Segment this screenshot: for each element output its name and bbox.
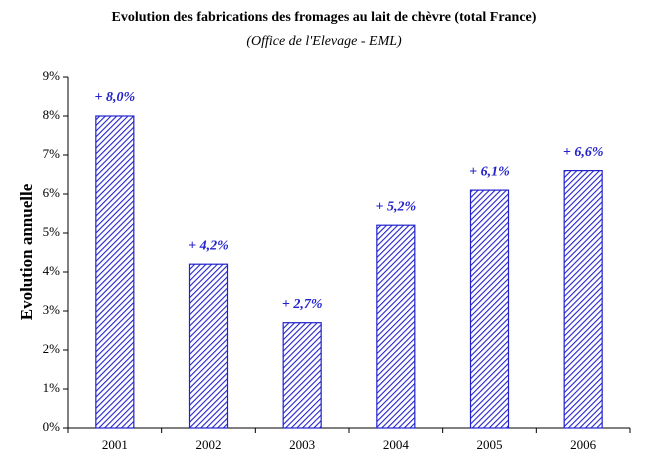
y-axis-label: Evolution annuelle bbox=[17, 183, 36, 320]
bar bbox=[95, 115, 135, 429]
bar bbox=[563, 170, 603, 429]
y-tick-label: 4% bbox=[43, 263, 61, 278]
chart-title: Evolution des fabrications des fromages … bbox=[112, 10, 537, 25]
value-label: + 6,1% bbox=[469, 164, 510, 179]
x-tick-label: 2005 bbox=[477, 437, 503, 452]
value-label: + 8,0% bbox=[95, 90, 136, 105]
y-tick-label: 0% bbox=[43, 419, 61, 434]
y-tick-label: 7% bbox=[43, 146, 61, 161]
x-tick-label: 2004 bbox=[383, 437, 410, 452]
bar bbox=[282, 322, 322, 429]
y-tick-label: 3% bbox=[43, 302, 61, 317]
y-tick-label: 1% bbox=[43, 380, 61, 395]
y-tick-label: 6% bbox=[43, 185, 61, 200]
value-label: + 6,6% bbox=[563, 145, 604, 160]
value-label: + 5,2% bbox=[376, 199, 417, 214]
chart-subtitle: (Office de l'Elevage - EML) bbox=[246, 34, 402, 49]
y-tick-label: 2% bbox=[43, 341, 61, 356]
y-tick-label: 9% bbox=[43, 68, 61, 83]
y-tick-label: 5% bbox=[43, 224, 61, 239]
value-label: + 4,2% bbox=[188, 238, 229, 253]
bar bbox=[469, 189, 510, 429]
y-tick-label: 8% bbox=[43, 107, 61, 122]
value-label: + 2,7% bbox=[282, 297, 323, 312]
x-tick-label: 2001 bbox=[102, 437, 128, 452]
bar bbox=[376, 224, 416, 429]
x-tick-label: 2006 bbox=[570, 437, 597, 452]
bar bbox=[188, 263, 229, 429]
x-tick-label: 2002 bbox=[196, 437, 222, 452]
x-tick-label: 2003 bbox=[289, 437, 315, 452]
